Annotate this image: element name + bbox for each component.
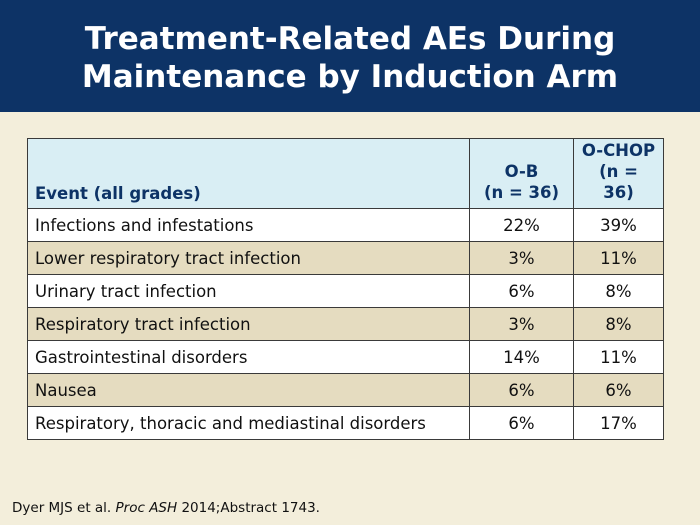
header-ochop: O-CHOP (n = 36) bbox=[573, 138, 664, 209]
table-row: Respiratory tract infection 3% 8% bbox=[27, 307, 664, 341]
table-row: Gastrointestinal disorders 14% 11% bbox=[27, 340, 664, 374]
title-line-2: Maintenance by Induction Arm bbox=[81, 59, 619, 95]
ochop-cell: 8% bbox=[573, 274, 664, 308]
header-ob: O-B (n = 36) bbox=[469, 138, 574, 209]
ochop-cell: 39% bbox=[573, 208, 664, 242]
adverse-events-table: Event (all grades) O-B (n = 36) O-CHOP (… bbox=[27, 138, 664, 440]
event-cell: Infections and infestations bbox=[27, 208, 470, 242]
header-ob-n: (n = 36) bbox=[483, 183, 560, 202]
ochop-cell: 8% bbox=[573, 307, 664, 341]
ob-cell: 3% bbox=[469, 307, 574, 341]
ob-cell: 6% bbox=[469, 373, 574, 407]
header-event-label: Event (all grades) bbox=[35, 184, 201, 203]
event-cell: Urinary tract infection bbox=[27, 274, 470, 308]
ob-cell: 6% bbox=[469, 406, 574, 440]
ochop-cell: 11% bbox=[573, 241, 664, 275]
table-row: Respiratory, thoracic and mediastinal di… bbox=[27, 406, 664, 440]
event-cell: Gastrointestinal disorders bbox=[27, 340, 470, 374]
citation-detail: 2014;Abstract 1743. bbox=[177, 500, 320, 516]
table-row: Urinary tract infection 6% 8% bbox=[27, 274, 664, 308]
event-cell: Lower respiratory tract infection bbox=[27, 241, 470, 275]
ochop-cell: 11% bbox=[573, 340, 664, 374]
ob-cell: 22% bbox=[469, 208, 574, 242]
ob-cell: 6% bbox=[469, 274, 574, 308]
citation-journal: Proc ASH bbox=[115, 500, 178, 516]
header-ochop-label: O-CHOP bbox=[581, 141, 656, 160]
table-row: Infections and infestations 22% 39% bbox=[27, 208, 664, 242]
event-cell: Respiratory tract infection bbox=[27, 307, 470, 341]
header-ochop-n: (n = 36) bbox=[599, 162, 638, 202]
table-header-row: Event (all grades) O-B (n = 36) O-CHOP (… bbox=[27, 138, 664, 209]
ob-cell: 3% bbox=[469, 241, 574, 275]
title-line-1: Treatment-Related AEs During bbox=[84, 21, 616, 57]
table-row: Nausea 6% 6% bbox=[27, 373, 664, 407]
citation-authors: Dyer MJS et al. bbox=[12, 500, 116, 516]
table-row: Lower respiratory tract infection 3% 11% bbox=[27, 241, 664, 275]
header-ob-label: O-B bbox=[504, 162, 539, 181]
title-bar bbox=[0, 0, 700, 112]
slide-title: Treatment-Related AEs During Maintenance… bbox=[0, 20, 700, 96]
event-cell: Nausea bbox=[27, 373, 470, 407]
ob-cell: 14% bbox=[469, 340, 574, 374]
citation: Dyer MJS et al. Proc ASH 2014;Abstract 1… bbox=[12, 500, 320, 516]
event-cell: Respiratory, thoracic and mediastinal di… bbox=[27, 406, 470, 440]
header-event: Event (all grades) bbox=[27, 138, 470, 209]
ochop-cell: 17% bbox=[573, 406, 664, 440]
ochop-cell: 6% bbox=[573, 373, 664, 407]
